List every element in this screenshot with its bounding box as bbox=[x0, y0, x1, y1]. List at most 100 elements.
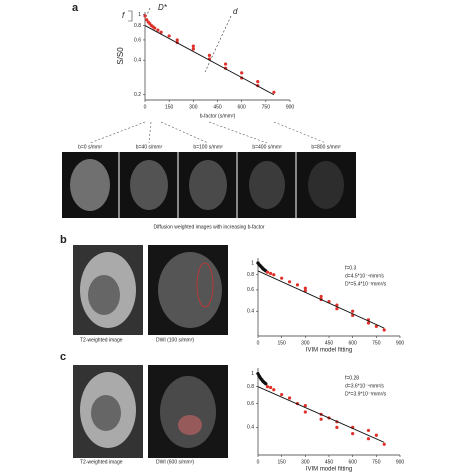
data-point bbox=[374, 324, 378, 329]
data-point bbox=[264, 382, 268, 386]
fit-line bbox=[144, 25, 275, 96]
y-tick-label: 1 bbox=[251, 260, 254, 266]
panel-label: a bbox=[72, 2, 79, 14]
x-axis-label: IVIM model fitting bbox=[306, 348, 352, 354]
x-tick-label: 150 bbox=[277, 340, 286, 346]
data-point bbox=[382, 328, 386, 332]
y-tick-label: 0.8 bbox=[134, 23, 141, 29]
data-point bbox=[366, 428, 371, 433]
data-point bbox=[223, 62, 228, 66]
annotation-guides bbox=[128, 7, 232, 73]
panel-label: c bbox=[60, 351, 66, 363]
y-tick-label: 0.6 bbox=[247, 287, 254, 293]
data-point bbox=[366, 437, 371, 441]
data-point bbox=[382, 442, 386, 446]
image-label: T2-weighted image bbox=[80, 337, 123, 343]
y-tick-label: 0.6 bbox=[134, 37, 141, 43]
x-axis-label: IVIM model fitting bbox=[306, 467, 352, 473]
data-point bbox=[272, 273, 276, 277]
dwi-row bbox=[62, 121, 356, 218]
x-tick-label: 450 bbox=[325, 459, 334, 465]
y-tick-label: 0.2 bbox=[134, 92, 141, 98]
x-tick-label: 300 bbox=[189, 104, 198, 110]
data-point bbox=[191, 47, 195, 51]
data-point bbox=[319, 294, 323, 299]
x-axis-label: b-factor (s/mm²) bbox=[200, 113, 236, 119]
x-tick-label: 150 bbox=[165, 104, 174, 110]
data-point bbox=[175, 38, 179, 42]
image-label: DWI (600 s/mm²) bbox=[156, 459, 194, 465]
data-point bbox=[303, 286, 307, 290]
annotation: d=3.6*10⁻⁴mm²/s bbox=[345, 383, 384, 389]
x-tick-label: 900 bbox=[396, 459, 405, 465]
data-point bbox=[191, 44, 195, 48]
x-tick-label: 900 bbox=[396, 340, 405, 346]
fit-line bbox=[257, 386, 385, 443]
y-tick-label: 1 bbox=[251, 371, 254, 377]
image-label: b=400 s/mm² bbox=[252, 144, 282, 150]
data-point bbox=[167, 34, 171, 38]
x-tick-label: 300 bbox=[301, 340, 310, 346]
image-label: T2-weighted image bbox=[80, 459, 123, 465]
image-label: b=40 s/mm² bbox=[136, 144, 163, 150]
image-caption: Diffusion weighted images with increasin… bbox=[153, 224, 264, 230]
image-label: b=100 s/mm² bbox=[193, 144, 223, 150]
data-point bbox=[287, 396, 292, 400]
data-point bbox=[145, 18, 149, 22]
annotation: D*=3.9*10⁻³mm²/s bbox=[345, 391, 387, 397]
data-point bbox=[269, 385, 273, 390]
x-tick-label: 750 bbox=[372, 340, 381, 346]
data-point bbox=[303, 403, 307, 408]
annotation: f=0.3 bbox=[345, 265, 356, 271]
data-point bbox=[351, 309, 355, 313]
x-tick-label: 0 bbox=[257, 459, 260, 465]
x-tick-label: 750 bbox=[262, 104, 271, 110]
data-point bbox=[287, 280, 292, 284]
x-tick-label: 300 bbox=[301, 459, 310, 465]
y-tick-label: 0.8 bbox=[247, 384, 254, 390]
image-label: DWI (100 s/mm²) bbox=[156, 337, 194, 343]
data-point bbox=[374, 433, 378, 437]
data-point bbox=[153, 26, 157, 30]
image-label: b=0 s/mm² bbox=[78, 144, 102, 150]
x-tick-label: 600 bbox=[348, 340, 357, 346]
data-point bbox=[351, 431, 355, 436]
data-point bbox=[159, 30, 163, 34]
image-label: b=800 s/mm² bbox=[311, 144, 341, 150]
x-tick-label: 150 bbox=[277, 459, 286, 465]
data-point bbox=[265, 385, 270, 389]
mri-images bbox=[73, 245, 228, 458]
data-point bbox=[335, 425, 339, 430]
y-tick-label: 0.6 bbox=[247, 401, 254, 407]
data-point bbox=[265, 270, 270, 274]
data-point bbox=[156, 28, 160, 32]
data-point bbox=[272, 90, 276, 94]
data-point bbox=[272, 388, 276, 392]
x-tick-label: 600 bbox=[348, 459, 357, 465]
x-tick-label: 750 bbox=[372, 459, 381, 465]
annotation: f bbox=[122, 11, 125, 20]
x-tick-label: 450 bbox=[213, 104, 222, 110]
y-axis-label: S/S0 bbox=[116, 47, 125, 65]
data-point bbox=[303, 410, 307, 414]
y-tick-label: 0.4 bbox=[247, 309, 254, 315]
y-tick-label: 0.8 bbox=[247, 272, 254, 278]
y-tick-label: 1 bbox=[138, 12, 141, 18]
data-point bbox=[335, 303, 339, 307]
annotation: D*=5.4*10⁻³mm²/s bbox=[345, 281, 387, 287]
data-point bbox=[256, 80, 260, 84]
data-point bbox=[240, 71, 244, 75]
data-point bbox=[366, 321, 371, 325]
data-point bbox=[269, 271, 273, 276]
panel-label: b bbox=[60, 234, 67, 246]
data-point bbox=[295, 283, 300, 287]
data-point bbox=[143, 14, 147, 18]
data-point bbox=[280, 392, 284, 397]
x-tick-label: 900 bbox=[286, 104, 295, 110]
data-point bbox=[207, 53, 212, 58]
data-point bbox=[280, 276, 284, 280]
y-tick-label: 0.4 bbox=[247, 425, 254, 431]
x-tick-label: 600 bbox=[237, 104, 246, 110]
